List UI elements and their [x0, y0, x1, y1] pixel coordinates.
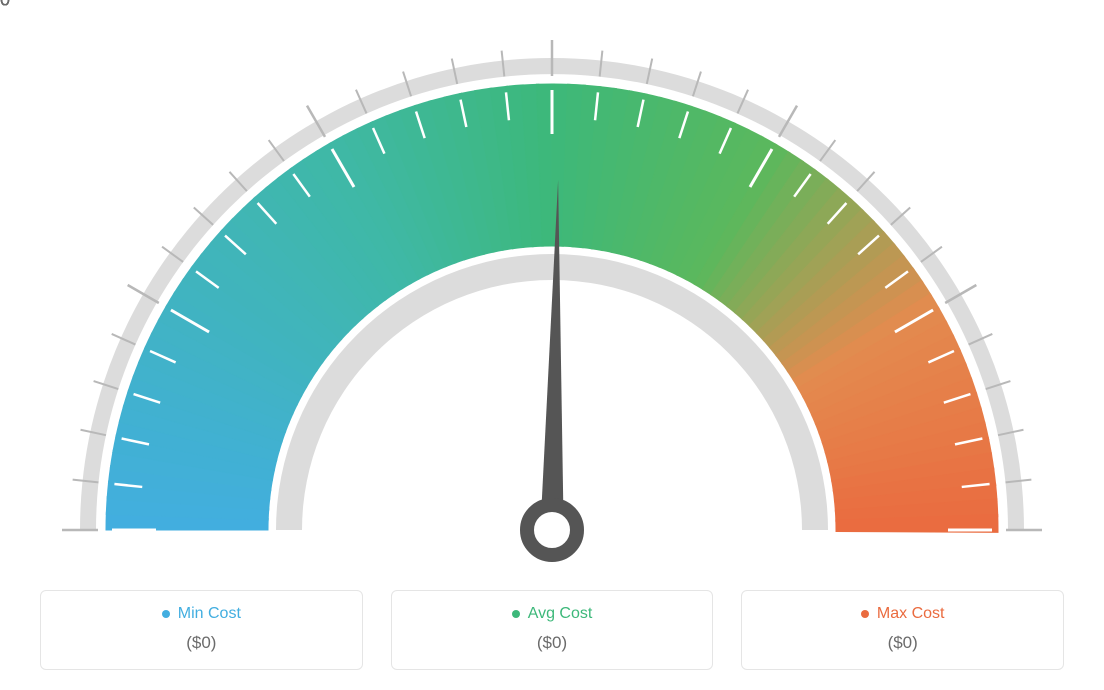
- legend-label-avg: Avg Cost: [528, 605, 593, 623]
- legend-value-avg: ($0): [402, 633, 703, 653]
- legend-title-avg: Avg Cost: [402, 605, 703, 623]
- legend-dot-min: [162, 610, 170, 618]
- legend-card-min: Min Cost ($0): [40, 590, 363, 670]
- gauge-svg: [0, 10, 1104, 570]
- legend-value-max: ($0): [752, 633, 1053, 653]
- legend-value-min: ($0): [51, 633, 352, 653]
- legend-title-min: Min Cost: [51, 605, 352, 623]
- gauge-area: $0$0$0$0$0$0$0: [0, 0, 1104, 560]
- legend-dot-max: [861, 610, 869, 618]
- legend-title-max: Max Cost: [752, 605, 1053, 623]
- legend-dot-avg: [512, 610, 520, 618]
- legend-card-avg: Avg Cost ($0): [391, 590, 714, 670]
- legend-label-max: Max Cost: [877, 605, 945, 623]
- gauge-chart-container: $0$0$0$0$0$0$0 Min Cost ($0) Avg Cost ($…: [0, 0, 1104, 690]
- legend-row: Min Cost ($0) Avg Cost ($0) Max Cost ($0…: [0, 590, 1104, 670]
- gauge-tick-label: $0: [0, 0, 10, 11]
- legend-card-max: Max Cost ($0): [741, 590, 1064, 670]
- legend-label-min: Min Cost: [178, 605, 241, 623]
